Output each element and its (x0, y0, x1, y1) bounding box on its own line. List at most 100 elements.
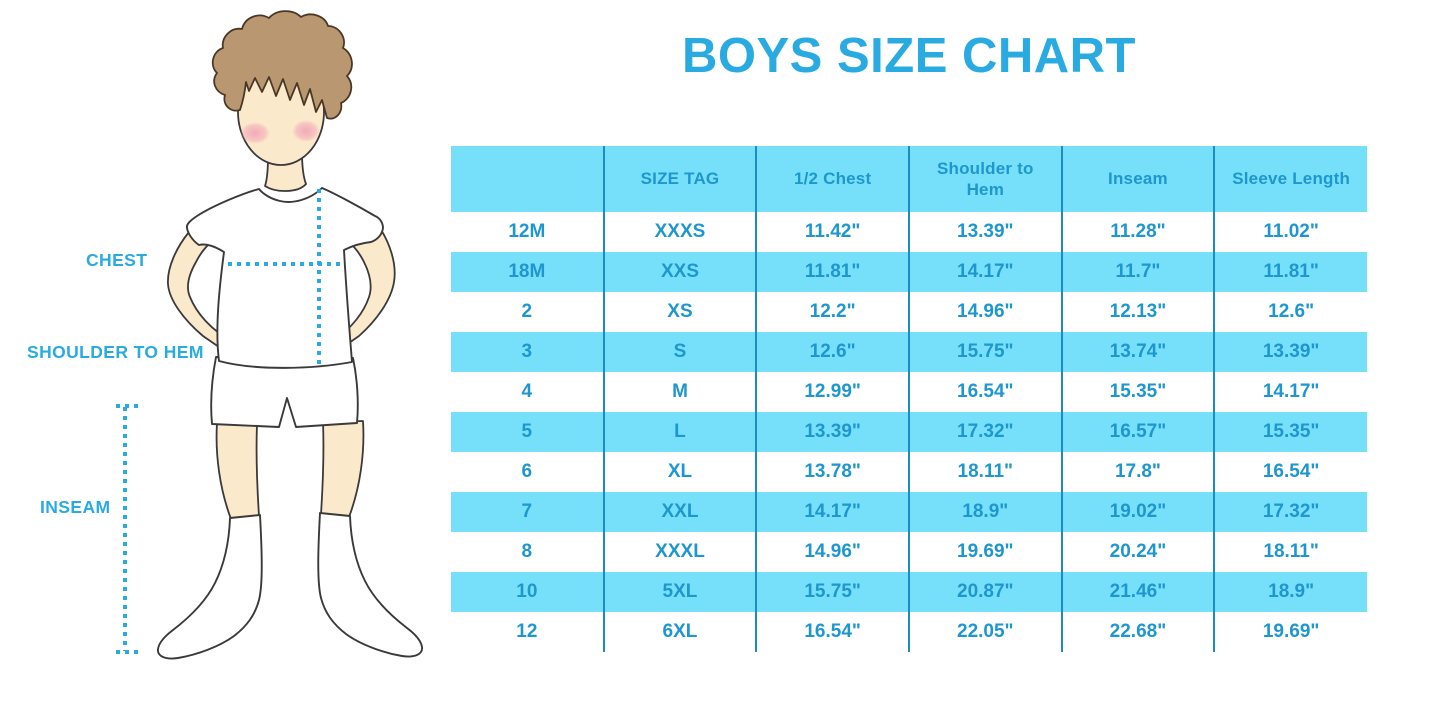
measurement-cell: 18.11" (1213, 532, 1367, 572)
measurement-cell: XXL (602, 492, 757, 532)
table-row: 3 S 12.6" 15.75" 13.74" 13.39" (451, 332, 1367, 372)
measurement-cell: 11.7" (1060, 252, 1215, 292)
table-row: 4 M 12.99" 16.54" 15.35" 14.17" (451, 372, 1367, 412)
size-cell: 10 (451, 572, 604, 612)
measurement-cell: XXS (602, 252, 757, 292)
column-header: 1/2 Chest (755, 146, 909, 212)
measurement-cell: 14.17" (755, 492, 909, 532)
size-cell: 12M (508, 221, 546, 242)
measurement-cell: 20.24" (1060, 532, 1215, 572)
boy-left-thigh (215, 422, 260, 520)
column-header: Shoulder to Hem (907, 146, 1062, 212)
measurement-cell: 13.39" (1213, 332, 1367, 372)
boy-hair (211, 10, 353, 120)
measurement-cell: 15.75" (907, 332, 1062, 372)
measurement-cell: 19.02" (1060, 492, 1215, 532)
measurement-cell: 13.74" (1060, 332, 1215, 372)
inseam-measure-line (116, 404, 141, 654)
measurement-cell: 22.05" (907, 612, 1062, 652)
measurement-cell: XXXL (602, 532, 757, 572)
measurement-cell: 16.54" (1213, 452, 1367, 492)
measurement-cell: XS (602, 292, 757, 332)
column-header: Inseam (1060, 146, 1215, 212)
measurement-cell: L (602, 412, 757, 452)
measurement-cell: 19.69" (907, 532, 1062, 572)
boy-right-sock (317, 512, 423, 658)
measurement-cell: 15.75" (755, 572, 909, 612)
chest-label: CHEST (86, 250, 148, 270)
measurement-cell: 11.42" (755, 212, 909, 252)
measurement-cell: 18.9" (1213, 572, 1367, 612)
size-cell: 4 (521, 381, 533, 402)
measurement-cell: 6XL (602, 612, 757, 652)
measurement-cell: 11.28" (1060, 212, 1215, 252)
measurement-cell: XL (602, 452, 757, 492)
boy-right-thigh (320, 420, 365, 518)
measurement-cell: 12.2" (755, 292, 909, 332)
measurement-cell: 14.17" (907, 252, 1062, 292)
measurement-cell: 13.78" (755, 452, 909, 492)
measurement-cell: 15.35" (1060, 372, 1215, 412)
size-cell: 6 (521, 461, 533, 482)
boy-tshirt (185, 187, 384, 369)
measurement-cell: 13.39" (755, 412, 909, 452)
table-row: 2 XS 12.2" 14.96" 12.13" 12.6" (451, 292, 1367, 332)
header-row: SIZE TAG 1/2 Chest Shoulder to Hem Inseam Sl… (451, 146, 1367, 212)
measurement-cell: 16.54" (907, 372, 1062, 412)
measurement-cell: 14.96" (907, 292, 1062, 332)
measurement-cell: 5XL (602, 572, 757, 612)
table-row: 12 6XL 16.54" 22.05" 22.68" 19.69" (451, 612, 1367, 652)
measurement-cell: 18.11" (907, 452, 1062, 492)
measurement-cell: 12.6" (1213, 292, 1367, 332)
size-cell: 5 (451, 412, 604, 452)
size-cell: 12 (516, 621, 538, 642)
measurement-cell: 16.54" (755, 612, 909, 652)
measurement-cell: 19.69" (1213, 612, 1367, 652)
measurement-cell: 14.96" (755, 532, 909, 572)
table-row: 6 XL 13.78" 18.11" 17.8" 16.54" (451, 452, 1367, 492)
size-cell: 7 (451, 492, 604, 532)
measurement-cell: 17.8" (1060, 452, 1215, 492)
measurement-cell: 20.87" (907, 572, 1062, 612)
size-cell: 18M (451, 252, 604, 292)
measurement-cell: 15.35" (1213, 412, 1367, 452)
table-row: 12M XXXS 11.42" 13.39" 11.28" 11.02" (451, 212, 1367, 252)
column-header: Sleeve Length (1213, 146, 1367, 212)
page-title: BOYS SIZE CHART (682, 29, 1136, 83)
measurement-cell: 14.17" (1213, 372, 1367, 412)
measurement-cell: 22.68" (1060, 612, 1215, 652)
measurement-cell: 17.32" (907, 412, 1062, 452)
table-row: 18M XXS 11.81" 14.17" 11.7" 11.81" (451, 252, 1367, 292)
boy-shorts (210, 356, 359, 428)
boy-blush-right (292, 120, 320, 142)
measurement-cell: 16.57" (1060, 412, 1215, 452)
table-row: 8 XXXL 14.96" 19.69" 20.24" 18.11" (451, 532, 1367, 572)
boy-figure-illustration: CHEST SHOULDER TO HEM INSEAM (0, 0, 460, 723)
size-cell: 8 (521, 541, 533, 562)
boy-left-arm (167, 231, 237, 357)
measurement-cell: 18.9" (907, 492, 1062, 532)
boy-blush-left (240, 122, 270, 144)
measurement-cell: 13.39" (907, 212, 1062, 252)
measurement-cell: 12.13" (1060, 292, 1215, 332)
table-row: 10 5XL 15.75" 20.87" 21.46" 18.9" (451, 572, 1367, 612)
measurement-cell: S (602, 332, 757, 372)
column-header: SIZE TAG (602, 146, 757, 212)
size-cell: 3 (451, 332, 604, 372)
boy-left-sock (157, 514, 263, 660)
table-row: 7 XXL 14.17" 18.9" 19.02" 17.32" (451, 492, 1367, 532)
measurement-cell: 11.81" (755, 252, 909, 292)
measurement-cell: 12.99" (755, 372, 909, 412)
measurement-cell: M (602, 372, 757, 412)
size-table: SIZE TAG 1/2 Chest Shoulder to Hem Inseam Sl… (451, 146, 1367, 652)
measurement-cell: XXXS (602, 212, 757, 252)
measurement-cell: 17.32" (1213, 492, 1367, 532)
boy-illustration-svg (116, 10, 423, 660)
size-cell: 2 (521, 301, 533, 322)
measurement-cell: 21.46" (1060, 572, 1215, 612)
measurement-cell: 12.6" (755, 332, 909, 372)
inseam-label: INSEAM (40, 497, 111, 517)
size-column-header (451, 146, 604, 212)
measurement-cell: 11.02" (1213, 212, 1367, 252)
